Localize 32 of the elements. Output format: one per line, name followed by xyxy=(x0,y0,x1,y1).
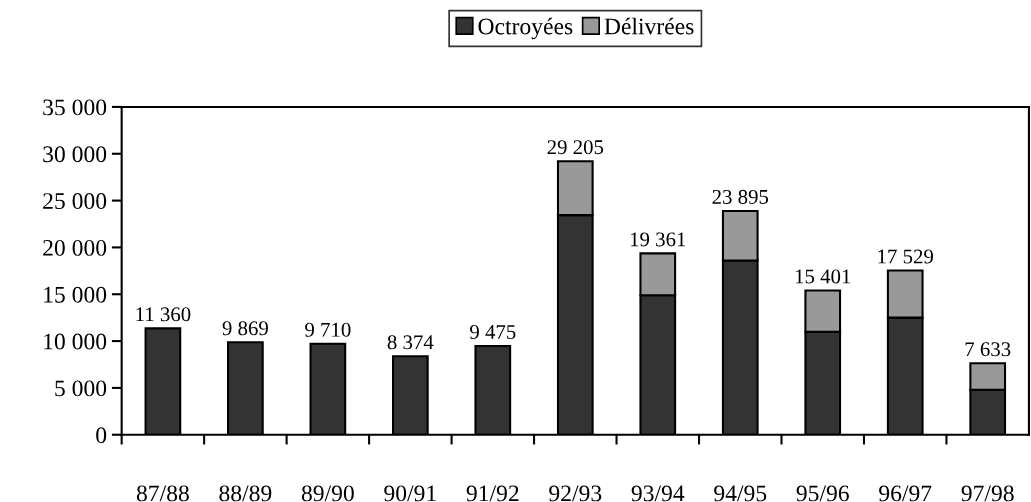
total-label: 9 710 xyxy=(305,322,351,337)
total-label: 23 895 xyxy=(712,189,769,204)
x-tick-label: 89/90 xyxy=(301,485,354,502)
y-tick-label: 10 000 xyxy=(44,333,107,350)
y-tick-label: 30 000 xyxy=(43,146,107,163)
total-label: 11 360 xyxy=(136,307,191,322)
total-label: 29 205 xyxy=(547,140,604,155)
x-tick-label: 93/94 xyxy=(631,485,685,502)
legend-label: Octroyées xyxy=(478,17,573,40)
y-tick-label: 35 000 xyxy=(43,99,107,116)
total-label: 7 633 xyxy=(965,342,1011,357)
y-tick-label: 5 000 xyxy=(55,380,107,397)
total-label: 9 869 xyxy=(222,321,268,336)
x-tick-label: 97/98 xyxy=(961,485,1014,502)
y-tick-label: 15 000 xyxy=(44,286,107,303)
y-tick-label: 25 000 xyxy=(43,193,107,210)
x-tick-label: 91/92 xyxy=(466,485,519,502)
x-tick-label: 95/96 xyxy=(796,485,849,502)
total-label: 9 475 xyxy=(470,324,516,339)
total-label: 19 361 xyxy=(630,232,686,247)
x-tick-label: 88/89 xyxy=(219,485,272,502)
x-tick-label: 94/95 xyxy=(714,485,767,502)
x-tick-label: 96/97 xyxy=(879,485,932,502)
total-label: 15 401 xyxy=(795,269,851,284)
x-tick-label: 87/88 xyxy=(136,485,189,502)
y-tick-label: 20 000 xyxy=(43,239,107,256)
total-label: 8 374 xyxy=(387,335,434,350)
y-tick-label: 0 xyxy=(96,427,107,444)
x-tick-label: 90/91 xyxy=(384,485,436,502)
legend-label: Délivrées xyxy=(604,17,694,35)
total-label: 17 529 xyxy=(878,249,934,264)
x-tick-label: 92/93 xyxy=(549,485,602,502)
